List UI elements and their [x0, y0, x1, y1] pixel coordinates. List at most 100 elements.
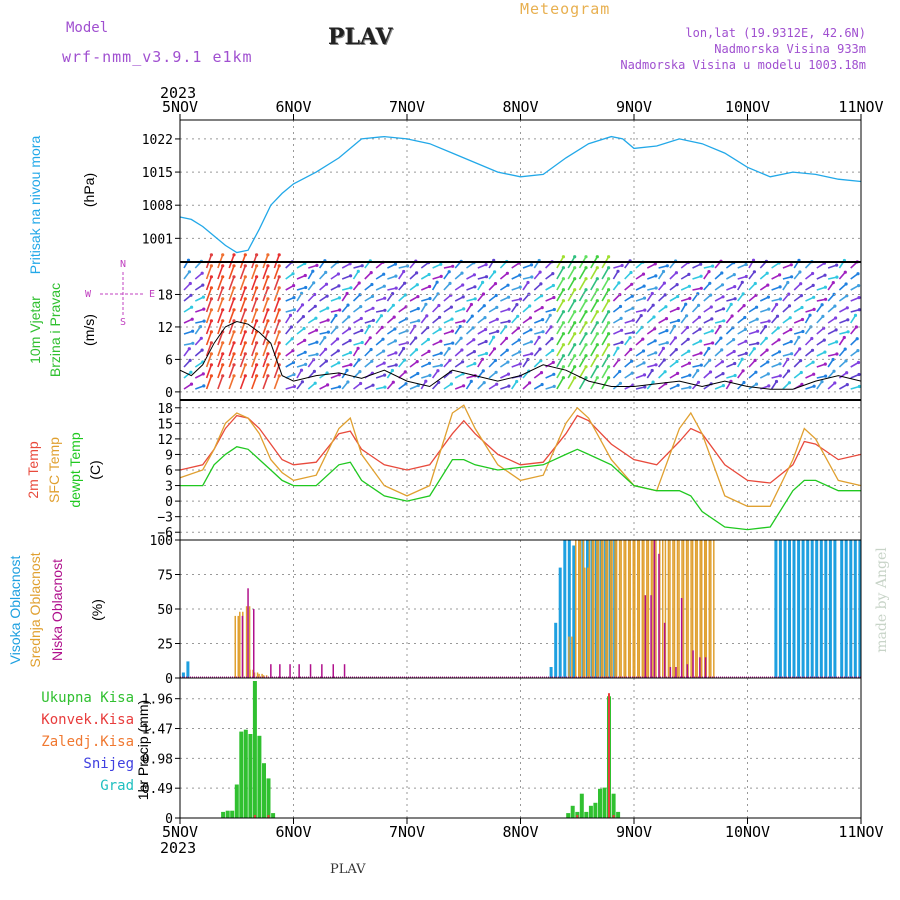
wind-arrow-head — [629, 270, 633, 275]
wind-arrow-head — [243, 253, 247, 257]
bar-niska-oblacnost — [332, 664, 334, 678]
bar-niska-oblacnost — [663, 622, 666, 678]
bar-niska-oblacnost — [253, 609, 255, 678]
wind-arrow — [590, 278, 598, 291]
wind-arrow — [590, 322, 598, 335]
wind-arrow-head — [799, 294, 804, 298]
y-tick-label: 0.49 — [142, 782, 173, 797]
wind-arrow-head — [675, 359, 679, 364]
x-label-top: 10NOV — [725, 98, 770, 116]
bar-niska-oblacnost — [686, 664, 689, 678]
pressure-unit: (hPa) — [81, 173, 97, 207]
wind-arrow-head — [685, 314, 689, 318]
wind-arrow-head — [857, 284, 861, 288]
wind-arrow-head — [447, 347, 451, 351]
wind-arrow-head — [642, 361, 646, 365]
temp-unit: (C) — [87, 460, 103, 479]
wind-arrow-head — [854, 325, 859, 329]
wind-arrow-head — [394, 363, 398, 367]
wind-arrow-head — [573, 332, 577, 336]
wind-arrow-head — [664, 305, 668, 309]
wind-arrow-head — [391, 303, 395, 307]
wind-arrow-head — [733, 297, 737, 301]
wind-arrow-head — [561, 277, 566, 281]
wind-arrow-head — [620, 328, 624, 332]
wind-arrow-head — [266, 297, 270, 301]
wind-arrow-head — [742, 304, 746, 308]
bar-visoka-oblacnost — [558, 567, 562, 678]
wind-arrow-head — [561, 266, 566, 270]
wind-arrow-head — [707, 346, 711, 351]
wind-arrow-head — [292, 296, 296, 300]
bar-niska-oblacnost — [270, 664, 272, 678]
wind-arrow-head — [518, 362, 522, 366]
bar-ukupna-kisa — [266, 778, 271, 818]
wind-arrow — [217, 320, 224, 335]
wind-arrow-head — [561, 332, 566, 336]
wind-arrow-head — [255, 275, 259, 279]
bar-konvek-kisa — [253, 815, 256, 818]
wind-arrow-head — [209, 253, 213, 257]
wind-arrow-head — [461, 283, 465, 287]
wind-arrow-head — [390, 368, 394, 373]
bar-visoka-oblacnost — [797, 540, 801, 678]
wind-arrow-head — [811, 271, 815, 276]
y-tick-label: 9 — [165, 448, 173, 463]
wind-arrow-head — [740, 280, 744, 284]
bar-niska-oblacnost — [669, 667, 672, 678]
wind-arrow-head — [687, 272, 691, 276]
bar-visoka-oblacnost — [181, 672, 185, 678]
station-title: PLAV — [328, 24, 393, 50]
wind-arrow-head — [337, 361, 341, 365]
wind-arrow-head — [383, 373, 387, 377]
wind-arrow-head — [415, 283, 419, 287]
wind-arrow-head — [427, 361, 432, 365]
wind-arrow-head — [356, 346, 360, 350]
wind-arrow-head — [360, 340, 364, 345]
wind-arrow-head — [402, 269, 406, 274]
wind-arrow-head — [654, 363, 658, 367]
wind-arrow — [228, 265, 235, 280]
wind-arrow-head — [654, 286, 658, 290]
wind-arrow-head — [641, 337, 645, 341]
wind-arrow-head — [835, 275, 839, 279]
wind-arrow-head — [685, 325, 690, 330]
wind-arrow-head — [221, 275, 225, 279]
wind-arrow-head — [687, 284, 692, 288]
wind-arrow-head — [324, 270, 328, 274]
wind-arrow-head — [255, 264, 259, 268]
wind-arrow — [273, 364, 280, 379]
wind-arrow-head — [641, 349, 646, 353]
bar-visoka-oblacnost — [774, 540, 778, 678]
y-tick-label: 50 — [157, 603, 173, 618]
wind-arrow-head — [538, 347, 542, 351]
wind-arrow-head — [696, 369, 700, 373]
wind-arrow — [205, 298, 213, 313]
wind-arrow-head — [517, 338, 521, 342]
y-tick-label: −6 — [157, 526, 173, 541]
wind-arrow-head — [842, 335, 846, 340]
wind-arrow-head — [291, 360, 296, 365]
wind-arrow-head — [336, 349, 340, 353]
wind-arrow-head — [643, 308, 647, 312]
wind-arrow-head — [416, 307, 420, 311]
wind-arrow-head — [856, 272, 860, 276]
wind-arrow-head — [756, 341, 760, 345]
wind-arrow-head — [753, 358, 757, 362]
wind-arrow — [217, 331, 224, 346]
wind-arrow-head — [831, 357, 835, 362]
wind-arrow-head — [209, 341, 213, 345]
wind-arrow-head — [810, 348, 815, 352]
bar-visoka-oblacnost — [186, 661, 190, 678]
y-tick-label: 0 — [165, 386, 173, 401]
wind-arrow — [239, 298, 247, 313]
wind-arrow-head — [528, 316, 533, 320]
wind-arrow-head — [551, 283, 556, 288]
wind-arrow-head — [416, 295, 420, 299]
credit-text: made by Angel — [874, 547, 890, 653]
wind-arrow-head — [299, 368, 304, 372]
wind-arrow-head — [595, 332, 599, 336]
wind-arrow-head — [824, 374, 828, 378]
wind-arrow-head — [743, 327, 748, 331]
wind-arrow-head — [607, 266, 611, 270]
